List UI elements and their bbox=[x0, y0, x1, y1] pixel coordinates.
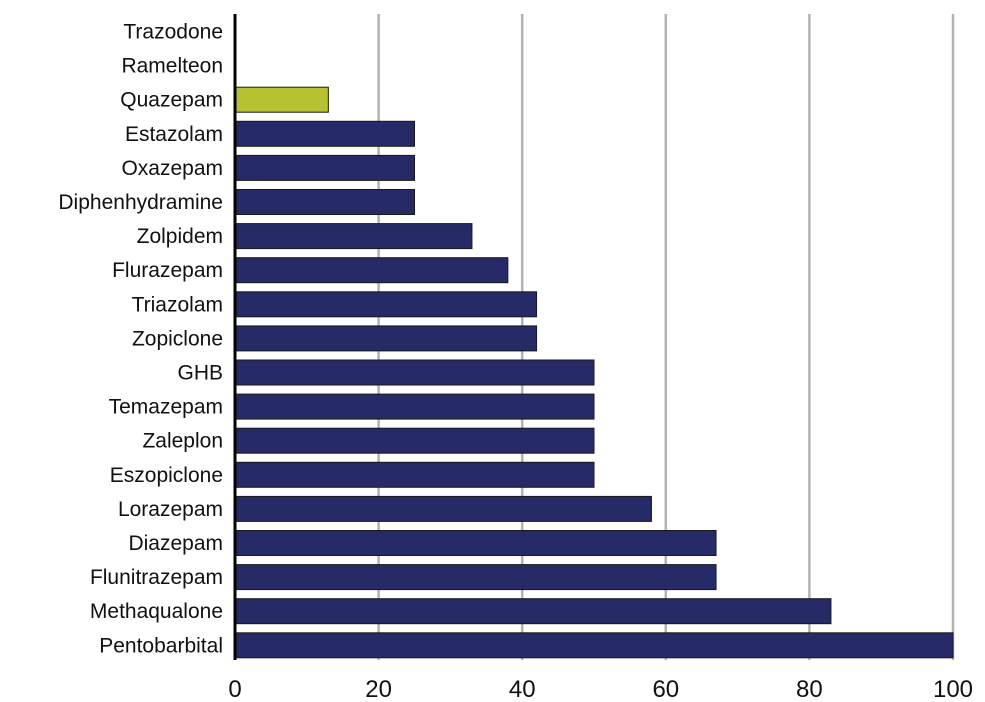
category-label: Lorazepam bbox=[118, 498, 223, 521]
category-label: Pentobarbital bbox=[99, 634, 223, 657]
bar-zolpidem bbox=[234, 223, 473, 250]
bar-diazepam bbox=[234, 530, 717, 556]
bar-quazepam bbox=[234, 86, 329, 113]
x-tick-label: 0 bbox=[228, 676, 241, 702]
bars bbox=[234, 86, 954, 659]
bar-pentobarbital bbox=[234, 632, 954, 659]
bar-lorazepam bbox=[234, 495, 652, 522]
category-label: Trazodone bbox=[123, 21, 223, 44]
category-label: Diazepam bbox=[128, 532, 223, 555]
bar-methaqualone bbox=[234, 598, 832, 625]
bar-diphenhydramine bbox=[234, 189, 415, 215]
x-tick-label: 40 bbox=[509, 676, 536, 702]
category-label: Estazolam bbox=[125, 123, 223, 146]
category-label: Zopiclone bbox=[132, 327, 223, 350]
bar-flunitrazepam bbox=[234, 564, 717, 591]
category-label: Methaqualone bbox=[90, 600, 223, 623]
category-label: Triazolam bbox=[132, 293, 223, 316]
category-label: Flurazepam bbox=[112, 259, 223, 282]
x-tick-labels: 0 20 40 60 80 100 bbox=[228, 676, 973, 702]
bar-triazolam bbox=[234, 291, 538, 318]
category-label: Flunitrazepam bbox=[90, 566, 223, 589]
bar-zopiclone bbox=[234, 325, 538, 352]
x-tick-label: 80 bbox=[796, 676, 823, 702]
category-label: Temazepam bbox=[109, 396, 223, 419]
bar-eszopiclone bbox=[234, 461, 595, 488]
bar-ghb bbox=[234, 359, 595, 386]
x-tick-label: 100 bbox=[933, 676, 973, 702]
category-label: GHB bbox=[177, 362, 223, 385]
category-labels: Trazodone Ramelteon Quazepam Estazolam Oxaze… bbox=[58, 21, 223, 658]
category-label: Oxazepam bbox=[121, 157, 223, 180]
category-label: Zaleplon bbox=[142, 430, 223, 453]
bar-estazolam bbox=[234, 120, 415, 147]
category-label: Eszopiclone bbox=[110, 464, 223, 487]
x-tick-label: 60 bbox=[652, 676, 679, 702]
category-label: Zolpidem bbox=[137, 225, 223, 248]
bar-temazepam bbox=[234, 393, 595, 420]
bar-oxazepam bbox=[234, 154, 415, 181]
category-label: Ramelteon bbox=[121, 55, 223, 78]
category-label: Quazepam bbox=[120, 89, 223, 112]
x-tick-label: 20 bbox=[365, 676, 392, 702]
bar-flurazepam bbox=[234, 257, 509, 284]
bar-zaleplon bbox=[234, 427, 595, 454]
category-label: Diphenhydramine bbox=[58, 191, 223, 214]
